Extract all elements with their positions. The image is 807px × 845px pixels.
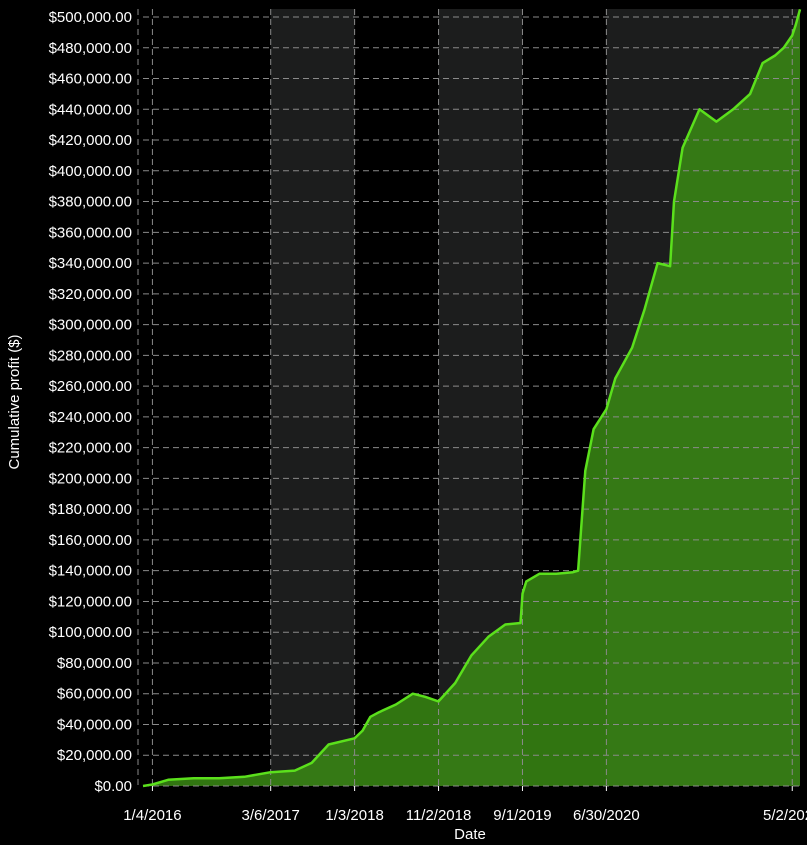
y-tick-label: $0.00 [94, 778, 132, 795]
x-tick-label: 6/30/2020 [573, 807, 640, 824]
shaded-band-1 [270, 9, 355, 786]
y-tick-label: $360,000.00 [49, 224, 132, 241]
y-tick-label: $340,000.00 [49, 255, 132, 272]
y-tick-label: $240,000.00 [49, 409, 132, 426]
x-tick-label: 1/3/2018 [325, 807, 383, 824]
y-tick-label: $180,000.00 [49, 501, 132, 518]
y-tick-label: $460,000.00 [49, 71, 132, 88]
x-tick-label: 9/1/2019 [493, 807, 551, 824]
x-tick-label: 1/4/2016 [123, 807, 181, 824]
y-tick-label: $280,000.00 [49, 347, 132, 364]
y-tick-label: $100,000.00 [49, 624, 132, 641]
y-tick-label: $20,000.00 [57, 747, 132, 764]
area-layer [143, 9, 800, 787]
y-tick-label: $420,000.00 [49, 132, 132, 149]
y-tick-label: $260,000.00 [49, 378, 132, 395]
x-tick-labels: 1/4/2016 3/6/2017 1/3/2018 11/2/2018 9/1/201… [123, 786, 807, 824]
y-tick-label: $300,000.00 [49, 317, 132, 334]
y-tick-label: $160,000.00 [49, 532, 132, 549]
profit-line [142, 8, 802, 788]
x-axis-title: Date [454, 826, 486, 843]
y-tick-label: $500,000.00 [49, 9, 132, 26]
y-tick-label: $120,000.00 [49, 593, 132, 610]
x-tick-label: 3/6/2017 [241, 807, 299, 824]
y-tick-label: $60,000.00 [57, 686, 132, 703]
y-tick-label: $80,000.00 [57, 655, 132, 672]
y-tick-label: $440,000.00 [49, 101, 132, 118]
y-tick-labels: $0.00 $20,000.00 $40,000.00 $60,000.00 $80,0… [49, 9, 132, 795]
line-layer [142, 8, 802, 788]
y-tick-label: $220,000.00 [49, 440, 132, 457]
y-tick-label: $140,000.00 [49, 563, 132, 580]
x-tick-label: 11/2/2018 [406, 807, 472, 824]
y-tick-label: $380,000.00 [49, 194, 132, 211]
y-axis-title: Cumulative profit ($) [6, 334, 23, 469]
y-tick-label: $40,000.00 [57, 716, 132, 733]
profit-area [143, 9, 800, 787]
x-tick-label: 5/2/2022 [763, 807, 807, 824]
y-tick-label: $200,000.00 [49, 470, 132, 487]
y-tick-label: $400,000.00 [49, 163, 132, 180]
y-tick-label: $480,000.00 [49, 40, 132, 57]
y-tick-label: $320,000.00 [49, 286, 132, 303]
